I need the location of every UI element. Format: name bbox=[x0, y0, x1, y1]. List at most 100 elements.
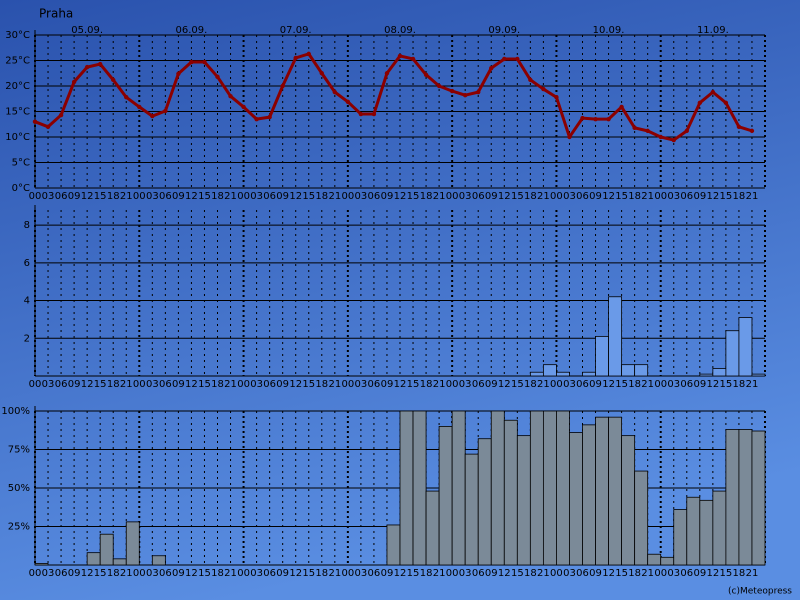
x-tick-label: 00 bbox=[133, 568, 146, 579]
x-tick-label: 06 bbox=[159, 568, 172, 579]
temperature-point bbox=[293, 55, 298, 61]
temperature-point bbox=[358, 111, 364, 117]
x-tick-label: 09 bbox=[276, 191, 289, 202]
x-tick-label: 09 bbox=[381, 379, 394, 390]
bar bbox=[621, 364, 636, 377]
x-tick-label: 12 bbox=[602, 191, 615, 202]
x-tick-label: 12 bbox=[81, 379, 94, 390]
x-tick-label: 06 bbox=[576, 191, 589, 202]
x-tick-label: 09 bbox=[485, 568, 498, 579]
x-tick-label: 21 bbox=[746, 568, 759, 579]
bar bbox=[673, 509, 688, 566]
bar bbox=[582, 424, 596, 566]
x-tick-label: 15 bbox=[511, 568, 524, 579]
x-tick-label: 15 bbox=[198, 191, 211, 202]
day-label: 07.09. bbox=[280, 25, 312, 36]
temperature-point bbox=[111, 77, 116, 83]
temperature-point bbox=[280, 83, 285, 89]
x-tick-label: 12 bbox=[602, 379, 615, 390]
x-tick-label: 03 bbox=[42, 191, 55, 202]
x-tick-label: 03 bbox=[146, 568, 159, 579]
y-tick-label: 100% bbox=[1, 406, 30, 417]
x-tick-label: 21 bbox=[641, 568, 654, 579]
y-tick-label: 15°C bbox=[5, 107, 30, 118]
x-tick-label: 12 bbox=[185, 568, 198, 579]
temperature-point bbox=[254, 116, 259, 122]
x-tick-label: 06 bbox=[368, 191, 381, 202]
temperature-point bbox=[502, 56, 507, 62]
temperature-line bbox=[34, 52, 753, 142]
x-tick-label: 06 bbox=[576, 379, 589, 390]
temperature-point bbox=[423, 72, 429, 77]
x-tick-label: 00 bbox=[237, 191, 250, 202]
x-tick-label: 21 bbox=[120, 191, 133, 202]
temperature-point bbox=[580, 115, 585, 121]
x-tick-label: 00 bbox=[550, 568, 563, 579]
x-tick-label: 21 bbox=[641, 191, 654, 202]
x-tick-label: 00 bbox=[29, 379, 42, 390]
y-tick-label: 5°C bbox=[12, 158, 30, 169]
temperature-point bbox=[736, 124, 742, 129]
x-tick-label: 06 bbox=[368, 379, 381, 390]
x-tick-label: 03 bbox=[355, 379, 368, 390]
temperature-point bbox=[567, 134, 572, 140]
temperature-point bbox=[710, 89, 716, 95]
x-tick-label: 09 bbox=[485, 191, 498, 202]
bar bbox=[438, 425, 453, 566]
x-tick-label: 21 bbox=[433, 379, 446, 390]
bar bbox=[751, 373, 766, 377]
temperature-point bbox=[202, 59, 207, 65]
temperature-point bbox=[332, 89, 338, 95]
x-tick-label: 06 bbox=[368, 568, 381, 579]
x-tick-label: 15 bbox=[302, 379, 315, 390]
y-tick-label: 25°C bbox=[5, 56, 30, 67]
x-tick-label: 06 bbox=[55, 379, 68, 390]
x-tick-label: 09 bbox=[693, 568, 706, 579]
x-tick-label: 00 bbox=[341, 191, 354, 202]
bar bbox=[425, 490, 440, 566]
x-tick-label: 15 bbox=[407, 379, 420, 390]
temperature-point bbox=[189, 59, 194, 65]
y-tick-label: 10°C bbox=[5, 132, 30, 143]
temperature-point bbox=[476, 89, 481, 95]
x-tick-label: 18 bbox=[628, 568, 641, 579]
x-tick-label: 18 bbox=[211, 379, 224, 390]
x-tick-label: 06 bbox=[472, 568, 485, 579]
temperature-point bbox=[58, 112, 64, 118]
y-tick-label: 0°C bbox=[12, 183, 30, 194]
day-label: 05.09. bbox=[71, 25, 103, 36]
x-tick-label: 03 bbox=[42, 568, 55, 579]
bar bbox=[542, 364, 557, 377]
temperature-point bbox=[97, 61, 103, 67]
temperature-point bbox=[632, 125, 637, 131]
x-tick-label: 03 bbox=[250, 379, 263, 390]
x-tick-label: 06 bbox=[55, 568, 68, 579]
temperature-point bbox=[554, 95, 559, 100]
x-tick-label: 21 bbox=[120, 568, 133, 579]
bar bbox=[151, 555, 166, 566]
x-tick-label: 00 bbox=[237, 379, 250, 390]
bar bbox=[503, 419, 518, 566]
day-label: 10.09. bbox=[593, 25, 625, 36]
x-tick-label: 12 bbox=[394, 379, 407, 390]
bar bbox=[477, 438, 492, 566]
x-tick-label: 03 bbox=[146, 191, 159, 202]
bar bbox=[647, 553, 662, 566]
x-tick-label: 15 bbox=[720, 191, 733, 202]
x-tick-label: 09 bbox=[381, 568, 394, 579]
x-tick-label: 06 bbox=[576, 568, 589, 579]
x-tick-label: 03 bbox=[459, 191, 472, 202]
x-tick-label: 15 bbox=[302, 191, 315, 202]
bar bbox=[490, 410, 505, 566]
x-tick-label: 21 bbox=[120, 379, 133, 390]
x-tick-label: 09 bbox=[172, 191, 185, 202]
x-tick-label: 18 bbox=[733, 568, 746, 579]
x-tick-label: 03 bbox=[667, 191, 680, 202]
x-tick-label: 18 bbox=[524, 191, 537, 202]
x-tick-label: 18 bbox=[628, 379, 641, 390]
temperature-point bbox=[410, 56, 416, 62]
bar bbox=[595, 416, 609, 566]
x-tick-label: 00 bbox=[654, 379, 667, 390]
bar bbox=[686, 496, 701, 566]
